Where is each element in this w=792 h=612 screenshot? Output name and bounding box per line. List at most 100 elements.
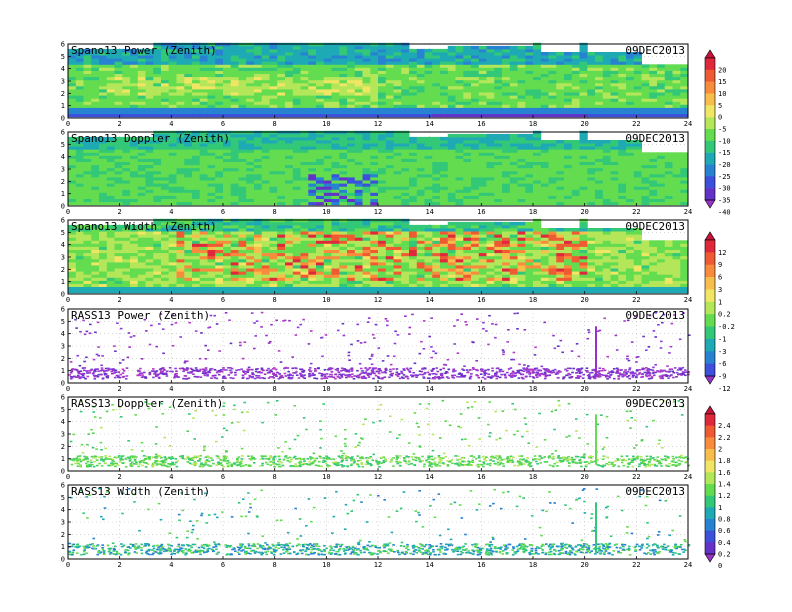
heat-cell <box>246 101 255 105</box>
heat-cell <box>68 189 77 193</box>
heat-cell <box>347 274 356 278</box>
heat-cell <box>385 289 394 294</box>
heat-cell <box>602 55 611 59</box>
heat-cell <box>478 155 487 159</box>
heat-cell <box>308 228 317 232</box>
heat-cell <box>168 258 177 263</box>
heat-cell <box>308 55 317 59</box>
heat-cell <box>130 67 139 71</box>
heat-cell <box>409 161 418 166</box>
heat-cell <box>331 246 340 250</box>
heat-cell <box>184 258 193 263</box>
heat-cell <box>161 98 170 102</box>
heat-cell <box>424 289 433 294</box>
heat-cell <box>556 113 565 118</box>
heat-cell <box>192 265 201 269</box>
heat-cell <box>91 246 100 250</box>
heat-cell <box>199 180 208 184</box>
heat-cell <box>323 61 332 65</box>
heat-cell <box>153 55 162 59</box>
heat-cell <box>184 192 193 196</box>
heat-cell <box>447 55 456 59</box>
heat-cell <box>556 177 565 181</box>
heat-cell <box>246 228 255 232</box>
heat-cell <box>199 201 208 206</box>
heat-cell <box>308 246 317 250</box>
heat-cell <box>261 161 270 166</box>
heat-cell <box>339 92 348 96</box>
heat-cell <box>130 48 139 53</box>
heat-cell <box>641 101 650 105</box>
heat-cell <box>199 192 208 196</box>
heat-cell <box>323 255 332 260</box>
heat-cell <box>416 152 425 156</box>
heat-cell <box>83 286 92 291</box>
heat-cell <box>254 64 263 68</box>
heat-cell <box>114 268 123 272</box>
heat-cell <box>432 143 441 147</box>
heat-cell <box>285 48 294 53</box>
heat-cell <box>261 173 270 178</box>
heat-cell <box>130 268 139 272</box>
heat-cell <box>416 283 425 287</box>
heat-cell <box>308 198 317 203</box>
heat-cell <box>292 52 301 56</box>
heat-cell <box>602 73 611 78</box>
heat-cell <box>401 73 410 78</box>
heat-cell <box>548 110 557 115</box>
heat-cell <box>478 221 487 226</box>
heat-cell <box>393 89 402 93</box>
heat-cell <box>323 271 332 275</box>
heat-cell <box>409 58 418 62</box>
heat-cell <box>548 186 557 190</box>
heat-cell <box>354 258 363 263</box>
heat-cell <box>161 221 170 226</box>
heat-cell <box>331 164 340 169</box>
heat-cell <box>106 255 115 260</box>
heat-cell <box>626 164 635 169</box>
heat-cell <box>292 149 301 153</box>
heat-cell <box>517 183 526 187</box>
heat-cell <box>432 136 441 141</box>
heat-cell <box>455 265 464 269</box>
heat-cell <box>455 155 464 159</box>
heat-cell <box>409 136 418 141</box>
heat-cell <box>564 149 573 153</box>
heat-cell <box>145 76 154 81</box>
heat-cell <box>277 198 286 203</box>
heat-cell <box>370 155 379 159</box>
heat-cell <box>153 243 162 247</box>
heat-cell <box>137 79 146 84</box>
heat-cell <box>161 89 170 93</box>
heat-cell <box>215 76 224 81</box>
heat-cell <box>401 110 410 115</box>
heat-cell <box>215 92 224 96</box>
heat-cell <box>393 64 402 68</box>
heat-cell <box>432 265 441 269</box>
heat-cell <box>331 234 340 238</box>
heat-cell <box>106 243 115 247</box>
heat-cell <box>145 246 154 250</box>
heat-cell <box>409 201 418 206</box>
heat-cell <box>626 143 635 147</box>
heat-cell <box>300 177 309 181</box>
heat-cell <box>649 170 658 175</box>
heat-cell <box>556 143 565 147</box>
heat-cell <box>447 237 456 241</box>
heat-cell <box>292 249 301 254</box>
heat-cell <box>680 76 689 81</box>
heat-cell <box>130 79 139 84</box>
heat-cell <box>161 133 170 138</box>
heat-cell <box>122 237 131 241</box>
heat-cell <box>672 186 681 190</box>
heat-cell <box>99 237 108 241</box>
heat-cell <box>277 146 286 150</box>
heat-cell <box>75 231 84 235</box>
heat-cell <box>556 180 565 184</box>
heat-cell <box>649 79 658 84</box>
heat-cell <box>424 231 433 235</box>
heat-cell <box>269 143 278 147</box>
heat-cell <box>168 64 177 68</box>
heat-cell <box>354 167 363 172</box>
heat-cell <box>269 133 278 138</box>
